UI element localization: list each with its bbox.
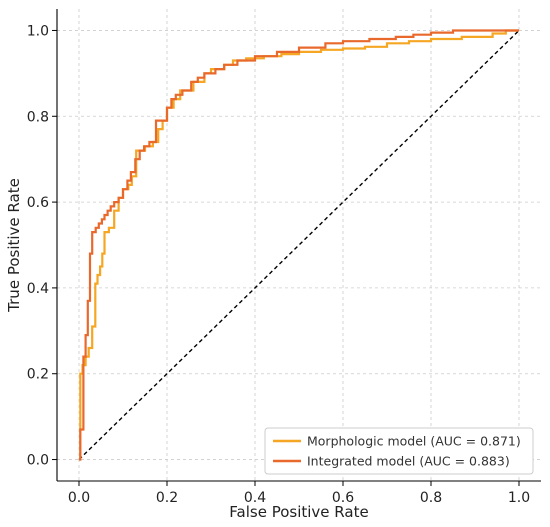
- y-axis-label: True Positive Rate: [5, 178, 23, 313]
- reference-diagonal: [78, 29, 520, 461]
- legend-box: [264, 427, 534, 475]
- y-tick-label-3: 0.6: [27, 195, 49, 211]
- legend-label-morphologic: Morphologic model (AUC = 0.871): [307, 434, 521, 449]
- x-tick-label-1: 0.2: [156, 490, 178, 506]
- reference-line: [78, 29, 520, 461]
- x-ticks: 0.0 0.2 0.4 0.6 0.8 1.0: [68, 481, 530, 506]
- legend-label-integrated: Integrated model (AUC = 0.883): [307, 454, 510, 469]
- y-tick-label-0: 0.0: [27, 453, 49, 469]
- x-tick-label-5: 1.0: [508, 490, 530, 506]
- y-tick-label-1: 0.2: [27, 367, 49, 383]
- x-axis-label: False Positive Rate: [229, 503, 368, 521]
- x-tick-label-4: 0.8: [420, 490, 442, 506]
- y-tick-label-2: 0.4: [27, 281, 49, 297]
- y-ticks: 0.0 0.2 0.4 0.6 0.8 1.0: [27, 23, 57, 469]
- series-line-1: [79, 29, 519, 461]
- legend: Morphologic model (AUC = 0.871) Integrat…: [264, 427, 534, 475]
- y-tick-label-5: 1.0: [27, 23, 49, 39]
- series-lines: [79, 29, 519, 461]
- y-tick-label-4: 0.8: [27, 109, 49, 125]
- x-tick-label-0: 0.0: [68, 490, 90, 506]
- x-tick-label-2: 0.4: [244, 490, 266, 506]
- x-tick-label-3: 0.6: [332, 490, 354, 506]
- axes: [56, 9, 541, 482]
